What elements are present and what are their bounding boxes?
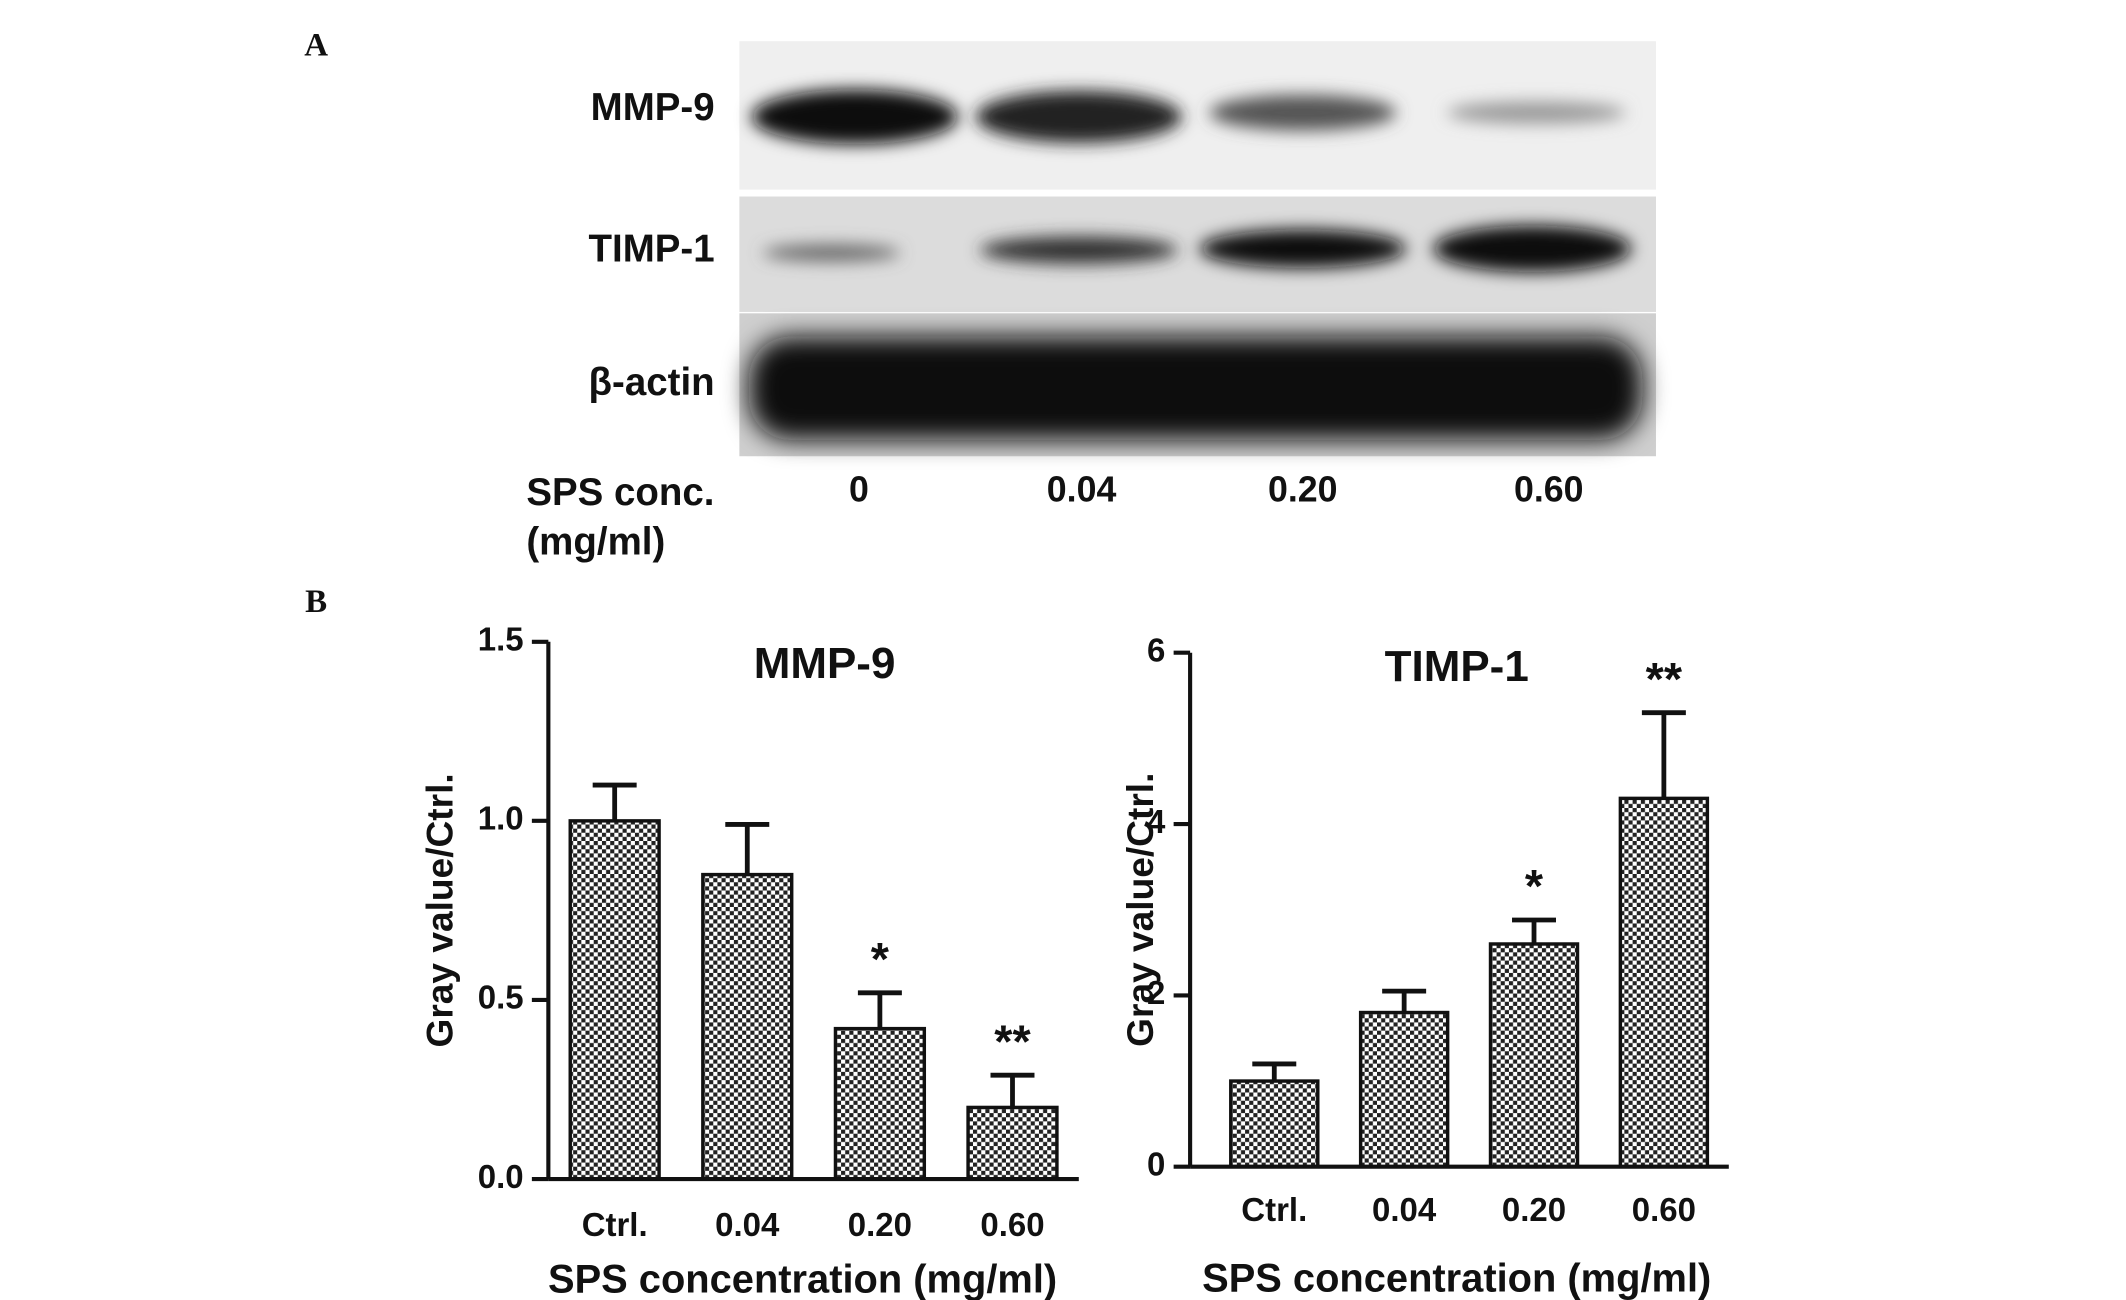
bar — [1358, 1010, 1450, 1169]
y-tick-label: 0 — [1147, 1145, 1165, 1182]
significance-mark: * — [1525, 860, 1544, 912]
significance-mark: ** — [1646, 653, 1683, 705]
x-tick-label: 0.20 — [1502, 1191, 1566, 1228]
lane-label: 0 — [849, 469, 869, 509]
western-blot: MMP-9 TIMP-1 β-actin SPS conc. (mg/ml) 0… — [526, 41, 1656, 563]
x-tick-label: 0.04 — [1372, 1191, 1437, 1228]
blot-row-label: β-actin — [589, 361, 715, 404]
y-tick-label: 2 — [1147, 974, 1165, 1011]
y-tick-label: 1.0 — [478, 800, 524, 837]
concentration-label: (mg/ml) — [526, 520, 665, 563]
chart-title: MMP-9 — [754, 639, 896, 688]
concentration-label: SPS conc. — [526, 471, 714, 514]
actin-bands — [748, 336, 1643, 440]
x-tick-label: Ctrl. — [1241, 1191, 1307, 1228]
x-axis-label: SPS concentration (mg/ml) — [548, 1258, 1057, 1300]
x-tick-label: Ctrl. — [582, 1206, 648, 1243]
x-tick-label: 0.60 — [1632, 1191, 1696, 1228]
lane-label: 0.20 — [1268, 469, 1338, 509]
x-tick-label: 0.04 — [715, 1206, 780, 1243]
bar — [568, 819, 661, 1181]
y-tick-label: 1.5 — [478, 620, 524, 657]
y-tick-label: 4 — [1147, 803, 1166, 840]
y-tick-label: 0.0 — [478, 1158, 524, 1195]
blot-row-label: TIMP-1 — [589, 228, 715, 271]
y-tick-label: 6 — [1147, 631, 1165, 668]
chart-title: TIMP-1 — [1385, 642, 1529, 691]
x-tick-label: 0.20 — [848, 1206, 912, 1243]
bands — [751, 89, 1632, 273]
lane-label: 0.60 — [1514, 469, 1584, 509]
bar — [1229, 1079, 1320, 1169]
bar — [701, 872, 794, 1181]
y-tick-label: 0.5 — [478, 979, 524, 1016]
panel-label: A — [304, 28, 328, 64]
bar — [1618, 796, 1710, 1169]
panel-label: B — [305, 584, 327, 620]
significance-mark: * — [871, 933, 890, 985]
y-axis-label: Gray value/Ctrl. — [418, 773, 460, 1047]
bar — [1488, 942, 1580, 1169]
x-axis-label: SPS concentration (mg/ml) — [1202, 1256, 1711, 1300]
bar — [833, 1026, 927, 1181]
blot-row-label: MMP-9 — [591, 86, 715, 129]
y-axis-label: Gray value/Ctrl. — [1119, 773, 1161, 1047]
bar — [966, 1105, 1059, 1181]
lane-label: 0.04 — [1047, 469, 1117, 509]
x-tick-label: 0.60 — [980, 1206, 1044, 1243]
significance-mark: ** — [994, 1015, 1031, 1067]
